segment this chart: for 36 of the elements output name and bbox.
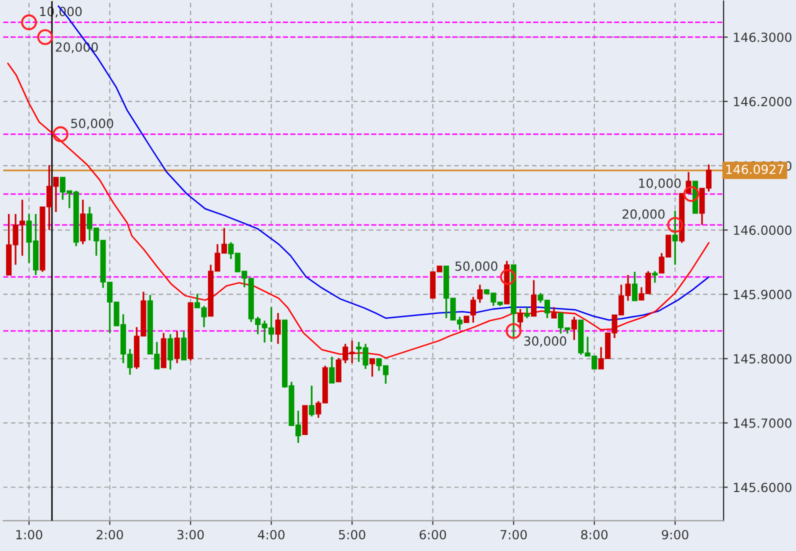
annotation: 50,000: [455, 261, 498, 272]
y-tick-label: 146.2000: [734, 96, 792, 106]
candlestick: [181, 330, 187, 361]
candlestick: [551, 306, 557, 319]
annotation: 10,000: [639, 178, 681, 190]
y-tick-label: 145.7000: [734, 418, 792, 428]
x-tick-label: 4:00: [258, 530, 285, 540]
candlestick: [632, 270, 638, 302]
candlestick: [275, 312, 281, 345]
x-tick-label: 3:00: [177, 530, 204, 540]
candlestick: [174, 330, 180, 364]
x-tick-label: 6:00: [420, 530, 446, 540]
candlestick: [571, 316, 577, 341]
candlestick: [308, 384, 314, 418]
y-tick-label: 146.0000: [734, 226, 792, 235]
y-tick-label: 145.6000: [734, 482, 792, 492]
x-tick-label: 5:00: [338, 530, 366, 540]
x-tick-label: 8:00: [581, 530, 608, 540]
candlestick: [531, 279, 537, 318]
annotation: 50,000: [71, 118, 114, 130]
candlestick: [329, 356, 335, 384]
candlestick: [369, 358, 376, 378]
x-tick-label: 9:00: [662, 530, 688, 540]
y-tick-label: 145.8000: [734, 354, 792, 364]
x-tick-label: 1:00: [16, 530, 42, 540]
candlestick: [477, 284, 483, 304]
candlestick: [652, 270, 658, 284]
x-tick-label: 2:00: [96, 530, 123, 540]
annotation: 30,000: [524, 336, 566, 348]
candlestick: [168, 333, 174, 370]
candlestick: [470, 296, 476, 324]
annotation: 20,000: [622, 209, 665, 220]
candlestick: [524, 306, 530, 319]
x-tick-label: 7:00: [500, 530, 527, 540]
y-tick-label: 146.3000: [734, 32, 792, 42]
y-tick-label: 145.9000: [734, 290, 792, 300]
